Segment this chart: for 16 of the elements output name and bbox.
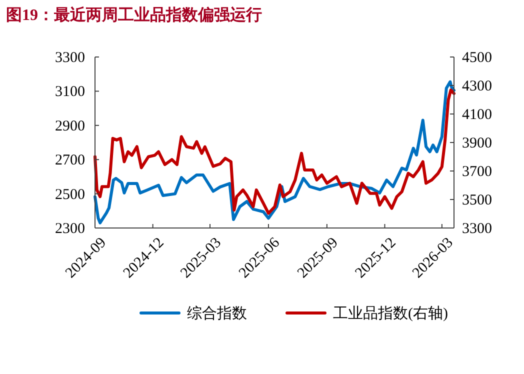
y-tick-label: 2500: [55, 186, 85, 203]
y2-tick-label: 4100: [462, 107, 492, 123]
y2-tick-label: 3700: [462, 164, 492, 180]
y2-tick-label: 3900: [462, 136, 492, 152]
y-tick-label: 3100: [55, 84, 85, 100]
y2-tick-label: 4500: [462, 50, 492, 66]
chart-title: 图19：最近两周工业品指数偏强运行: [6, 6, 262, 24]
y-tick-label: 2700: [55, 152, 85, 169]
y2-tick-label: 3300: [462, 221, 492, 237]
y-tick-label: 2300: [55, 221, 85, 237]
y2-tick-label: 4300: [462, 78, 492, 94]
legend-label: 综合指数: [187, 305, 247, 322]
y-tick-label: 2900: [55, 118, 85, 134]
y-tick-label: 3300: [55, 50, 85, 66]
y2-tick-label: 3500: [462, 192, 492, 208]
legend-label: 工业品指数(右轴): [333, 305, 448, 322]
